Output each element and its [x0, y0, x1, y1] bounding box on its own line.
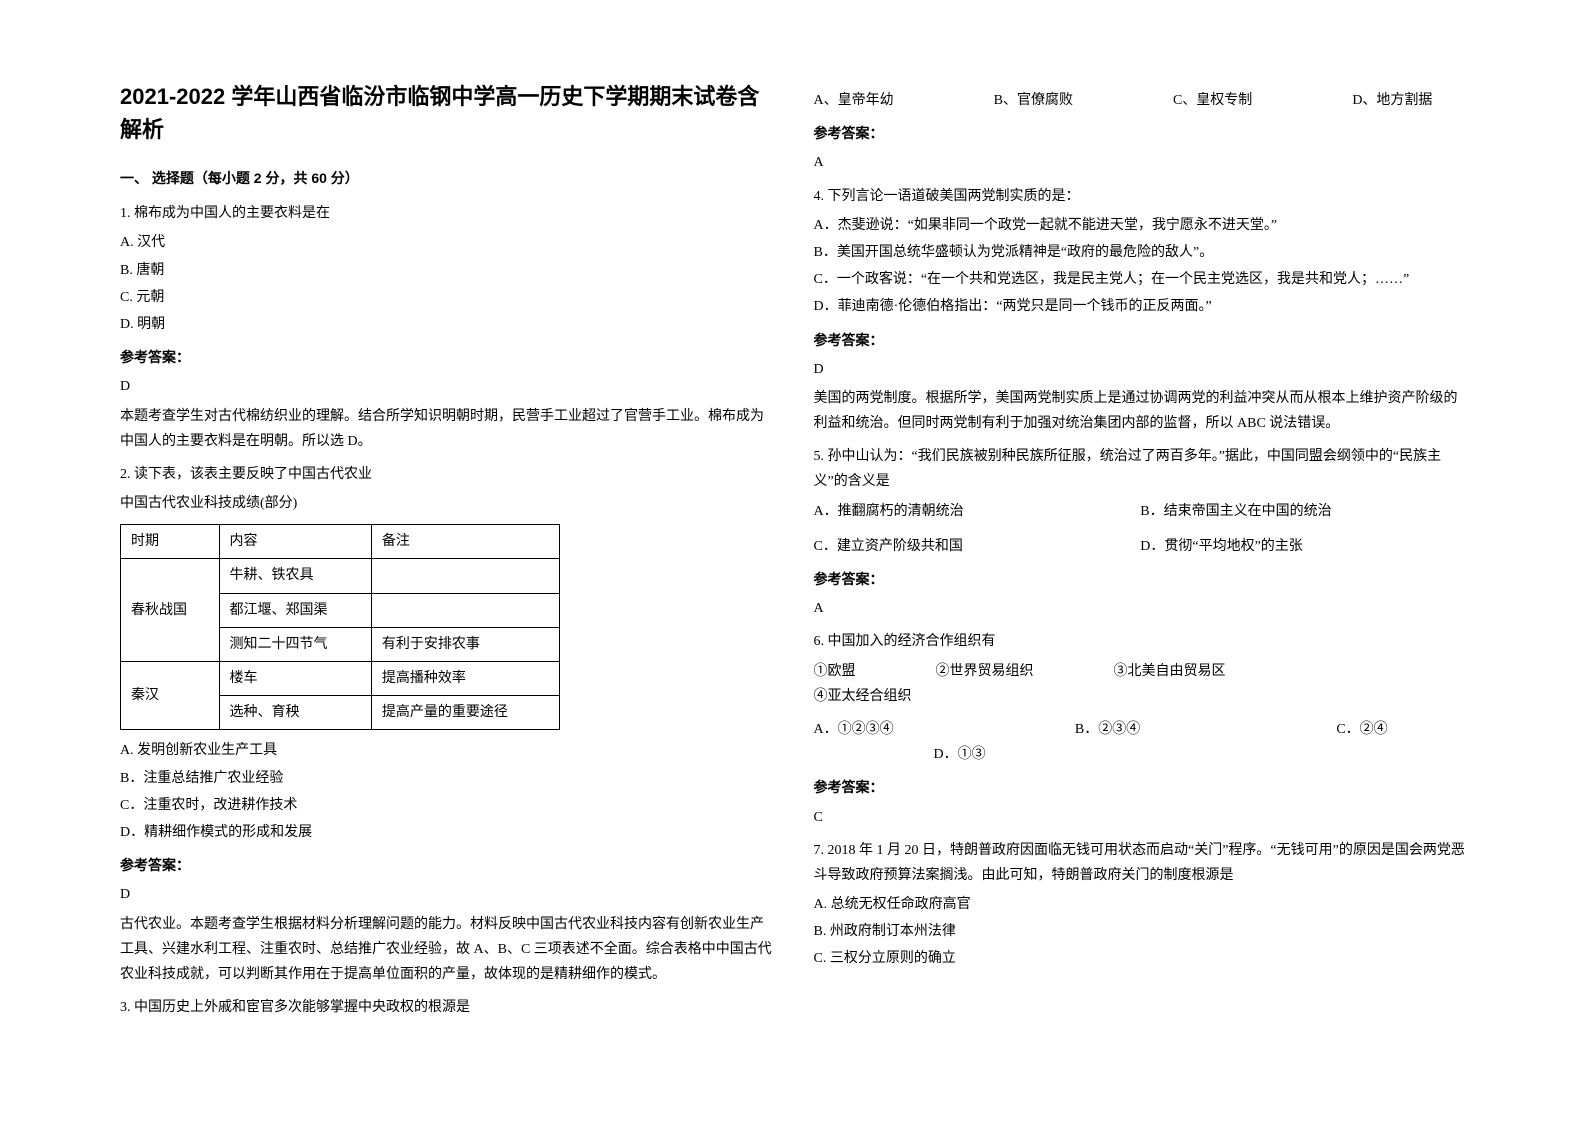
q6-item-2: ②世界贸易组织 — [936, 659, 1034, 684]
q6-opt-a: A．①②③④ — [814, 717, 1075, 742]
q1-answer: D — [120, 374, 774, 399]
q4-opt-a: A．杰斐逊说：“如果非同一个政党一起就不能进天堂，我宁愿永不进天堂。” — [814, 213, 1468, 238]
q3-stem: 3. 中国历史上外戚和宦官多次能够掌握中央政权的根源是 — [120, 995, 774, 1020]
q5-stem: 5. 孙中山认为：“我们民族被别种民族所征服，统治过了两百多年。”据此，中国同盟… — [814, 444, 1468, 494]
question-4: 4. 下列言论一语道破美国两党制实质的是： A．杰斐逊说：“如果非同一个政党一起… — [814, 184, 1468, 437]
left-column: 2021-2022 学年山西省临汾市临钢中学高一历史下学期期末试卷含解析 一、 … — [100, 80, 794, 1082]
q1-opt-c: C. 元朝 — [120, 285, 774, 310]
cell: 有利于安排农事 — [371, 627, 559, 661]
question-2: 2. 读下表，该表主要反映了中国古代农业 中国古代农业科技成绩(部分) 时期 内… — [120, 462, 774, 987]
q3-answer: A — [814, 150, 1468, 175]
q2-table: 时期 内容 备注 春秋战国 牛耕、铁农具 都江堰、郑国渠 测知二十四节气 有利于… — [120, 524, 560, 730]
q2-opt-b: B．注重总结推广农业经验 — [120, 766, 774, 791]
cell: 提高播种效率 — [371, 662, 559, 696]
cell — [371, 559, 559, 593]
cell: 都江堰、郑国渠 — [219, 593, 371, 627]
q1-stem: 1. 棉布成为中国人的主要衣料是在 — [120, 201, 774, 226]
q2-explain: 古代农业。本题考查学生根据材料分析理解问题的能力。材料反映中国古代农业科技内容有… — [120, 912, 774, 988]
q6-opt-d: D．①③ — [934, 742, 1468, 767]
q3-opt-b: B、官僚腐败 — [994, 88, 1073, 113]
q5-row1: A．推翻腐朽的清朝统治 B．结束帝国主义在中国的统治 — [814, 499, 1468, 524]
q2-caption: 中国古代农业科技成绩(部分) — [120, 491, 774, 516]
q6-items: ①欧盟 ②世界贸易组织 ③北美自由贸易区 ④亚太经合组织 — [814, 659, 1468, 709]
q4-explain: 美国的两党制度。根据所学，美国两党制实质上是通过协调两党的利益冲突从而从根本上维… — [814, 386, 1468, 436]
q5-opt-c: C．建立资产阶级共和国 — [814, 534, 1141, 559]
cell-period-2: 秦汉 — [121, 662, 220, 730]
q3-opt-d: D、地方割据 — [1352, 88, 1432, 113]
q1-opt-d: D. 明朝 — [120, 312, 774, 337]
q5-answer-label: 参考答案： — [814, 567, 1468, 592]
q7-opt-b: B. 州政府制订本州法律 — [814, 919, 1468, 944]
q4-opt-c: C．一个政客说：“在一个共和党选区，我是民主党人；在一个民主党选区，我是共和党人… — [814, 267, 1468, 292]
q2-opt-a: A. 发明创新农业生产工具 — [120, 738, 774, 763]
q3-answer-label: 参考答案： — [814, 121, 1468, 146]
q2-opt-c: C．注重农时，改进耕作技术 — [120, 793, 774, 818]
q6-item-4: ④亚太经合组织 — [814, 684, 912, 709]
cell — [371, 593, 559, 627]
exam-page: 2021-2022 学年山西省临汾市临钢中学高一历史下学期期末试卷含解析 一、 … — [0, 0, 1587, 1122]
q6-answer-label: 参考答案： — [814, 775, 1468, 800]
q1-explain: 本题考查学生对古代棉纺织业的理解。结合所学知识明朝时期，民营手工业超过了官营手工… — [120, 404, 774, 454]
cell: 提高产量的重要途径 — [371, 696, 559, 730]
q7-stem: 7. 2018 年 1 月 20 日，特朗普政府因面临无钱可用状态而启动“关门”… — [814, 838, 1468, 888]
q6-item-3: ③北美自由贸易区 — [1114, 659, 1226, 684]
table-row: 春秋战国 牛耕、铁农具 — [121, 559, 560, 593]
question-3-stem: 3. 中国历史上外戚和宦官多次能够掌握中央政权的根源是 — [120, 995, 774, 1020]
q6-answer: C — [814, 805, 1468, 830]
q5-opt-b: B．结束帝国主义在中国的统治 — [1140, 499, 1467, 524]
q2-answer: D — [120, 882, 774, 907]
q4-opt-b: B．美国开国总统华盛顿认为党派精神是“政府的最危险的敌人”。 — [814, 240, 1468, 265]
question-1: 1. 棉布成为中国人的主要衣料是在 A. 汉代 B. 唐朝 C. 元朝 D. 明… — [120, 201, 774, 454]
q1-answer-label: 参考答案： — [120, 345, 774, 370]
cell-period-1: 春秋战国 — [121, 559, 220, 662]
q6-stem: 6. 中国加入的经济合作组织有 — [814, 629, 1468, 654]
q7-opt-c: C. 三权分立原则的确立 — [814, 946, 1468, 971]
question-3-opts: A、皇帝年幼 B、官僚腐败 C、皇权专制 D、地方割据 参考答案： A — [814, 88, 1468, 176]
cell: 选种、育秧 — [219, 696, 371, 730]
q6-opts-row1: A．①②③④ B．②③④ C．②④ — [814, 717, 1468, 742]
q6-opt-c: C．②④ — [1336, 717, 1467, 742]
cell: 测知二十四节气 — [219, 627, 371, 661]
right-column: A、皇帝年幼 B、官僚腐败 C、皇权专制 D、地方割据 参考答案： A 4. 下… — [794, 80, 1488, 1082]
q4-answer: D — [814, 357, 1468, 382]
q7-opt-a: A. 总统无权任命政府高官 — [814, 892, 1468, 917]
q1-opt-a: A. 汉代 — [120, 230, 774, 255]
cell: 楼车 — [219, 662, 371, 696]
q5-answer: A — [814, 596, 1468, 621]
question-7: 7. 2018 年 1 月 20 日，特朗普政府因面临无钱可用状态而启动“关门”… — [814, 838, 1468, 972]
q4-stem: 4. 下列言论一语道破美国两党制实质的是： — [814, 184, 1468, 209]
q3-opt-a: A、皇帝年幼 — [814, 88, 894, 113]
section-1-header: 一、 选择题（每小题 2 分，共 60 分） — [120, 166, 774, 191]
q1-opt-b: B. 唐朝 — [120, 258, 774, 283]
q6-item-1: ①欧盟 — [814, 659, 856, 684]
th-content: 内容 — [219, 525, 371, 559]
q2-answer-label: 参考答案： — [120, 853, 774, 878]
question-6: 6. 中国加入的经济合作组织有 ①欧盟 ②世界贸易组织 ③北美自由贸易区 ④亚太… — [814, 629, 1468, 829]
q2-stem: 2. 读下表，该表主要反映了中国古代农业 — [120, 462, 774, 487]
table-header-row: 时期 内容 备注 — [121, 525, 560, 559]
q5-row2: C．建立资产阶级共和国 D．贯彻“平均地权”的主张 — [814, 534, 1468, 559]
q5-opt-d: D．贯彻“平均地权”的主张 — [1140, 534, 1467, 559]
q3-opt-c: C、皇权专制 — [1173, 88, 1252, 113]
table-row: 秦汉 楼车 提高播种效率 — [121, 662, 560, 696]
q5-opt-a: A．推翻腐朽的清朝统治 — [814, 499, 1141, 524]
q4-answer-label: 参考答案： — [814, 328, 1468, 353]
q4-opt-d: D．菲迪南德·伦德伯格指出：“两党只是同一个钱币的正反两面。” — [814, 294, 1468, 319]
cell: 牛耕、铁农具 — [219, 559, 371, 593]
exam-title: 2021-2022 学年山西省临汾市临钢中学高一历史下学期期末试卷含解析 — [120, 80, 774, 146]
q6-opt-b: B．②③④ — [1075, 717, 1336, 742]
q3-options: A、皇帝年幼 B、官僚腐败 C、皇权专制 D、地方割据 — [814, 88, 1468, 113]
q2-opt-d: D．精耕细作模式的形成和发展 — [120, 820, 774, 845]
th-remark: 备注 — [371, 525, 559, 559]
question-5: 5. 孙中山认为：“我们民族被别种民族所征服，统治过了两百多年。”据此，中国同盟… — [814, 444, 1468, 621]
th-period: 时期 — [121, 525, 220, 559]
